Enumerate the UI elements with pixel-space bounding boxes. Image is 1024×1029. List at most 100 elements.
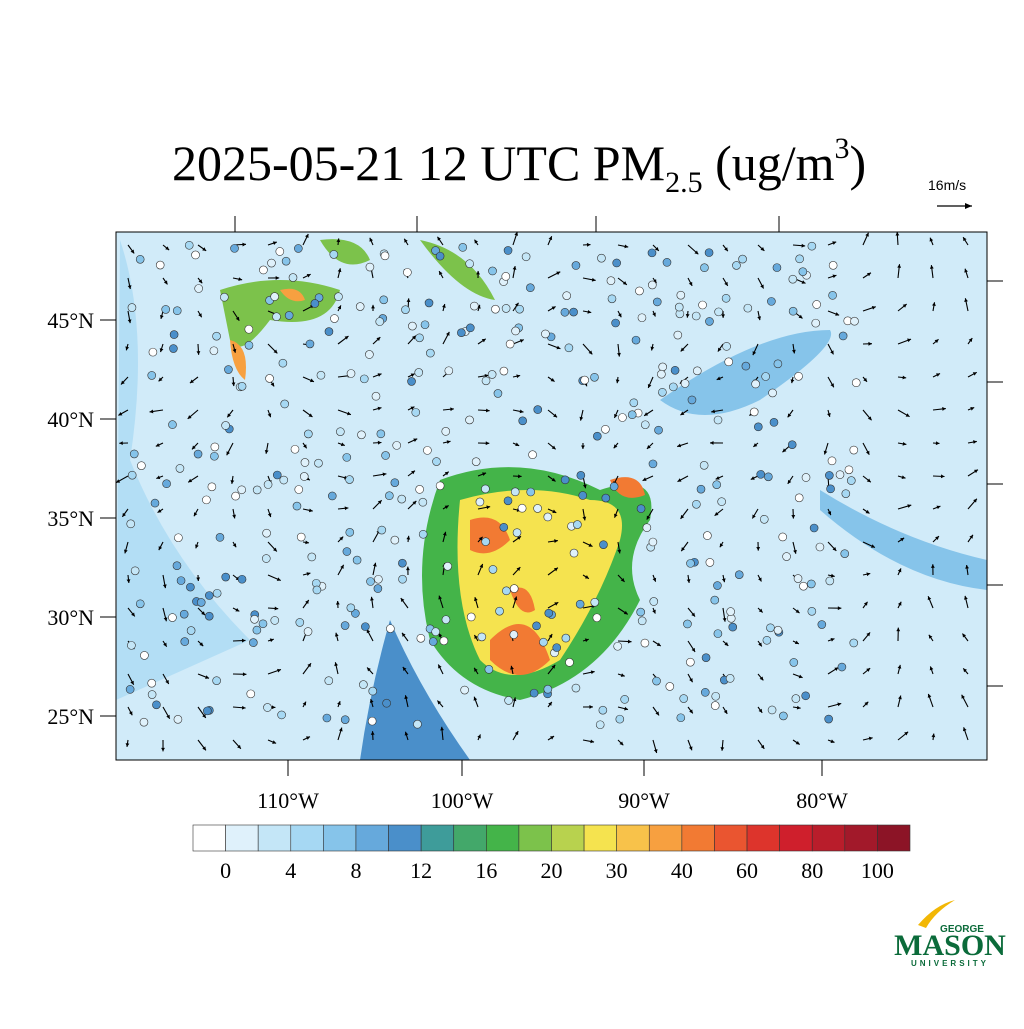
station (712, 692, 720, 700)
station (727, 608, 735, 616)
station (510, 631, 518, 639)
station (391, 479, 399, 487)
station (436, 482, 444, 490)
station (565, 658, 573, 666)
station (330, 315, 338, 323)
station (839, 332, 847, 340)
title-unit: (ug/m (703, 135, 835, 191)
station (341, 622, 349, 630)
colorbar-box (323, 825, 356, 851)
station (638, 617, 646, 625)
station (770, 418, 778, 426)
colorbar-label: 12 (410, 858, 432, 883)
colorbar-box (258, 825, 291, 851)
station (534, 406, 542, 414)
station (641, 639, 649, 647)
station (131, 567, 139, 575)
station (513, 529, 521, 537)
station (526, 284, 534, 292)
station (590, 373, 598, 381)
station (579, 491, 587, 499)
colorbar-box (356, 825, 389, 851)
station (174, 534, 182, 542)
station (213, 332, 221, 340)
colorbar-box (845, 825, 878, 851)
station (282, 257, 290, 265)
station (419, 530, 427, 538)
colorbar-box (714, 825, 747, 851)
vector-scale-label: 16m/s (928, 177, 966, 193)
station (432, 628, 440, 636)
station (489, 565, 497, 573)
station (506, 340, 514, 348)
station (403, 268, 411, 276)
station (304, 628, 312, 636)
station (128, 304, 136, 312)
station (799, 268, 807, 276)
station (416, 485, 424, 493)
station (641, 421, 649, 429)
station (608, 295, 616, 303)
station (259, 266, 267, 274)
station (140, 718, 148, 726)
station (203, 707, 211, 715)
station (852, 379, 860, 387)
station (208, 483, 216, 491)
station (173, 307, 181, 315)
station (813, 300, 821, 308)
lat-label: 45°N (47, 308, 94, 333)
station (180, 610, 188, 618)
station (296, 618, 304, 626)
station (377, 430, 385, 438)
station (253, 626, 261, 634)
station (259, 620, 267, 628)
station (478, 633, 486, 641)
station (380, 296, 388, 304)
station (500, 523, 508, 531)
station (421, 321, 429, 329)
station (136, 600, 144, 608)
station (706, 558, 714, 566)
station (323, 714, 331, 722)
colorbar-box (617, 825, 650, 851)
station (374, 585, 382, 593)
station (205, 591, 213, 599)
station (795, 494, 803, 502)
colorbar-box (291, 825, 324, 851)
station (187, 627, 195, 635)
station (677, 714, 685, 722)
colorbar-box (812, 825, 845, 851)
station (271, 293, 279, 301)
station (701, 688, 709, 696)
station (423, 446, 431, 454)
station (381, 252, 389, 260)
station (176, 464, 184, 472)
station (533, 622, 541, 630)
station (762, 373, 770, 381)
station (659, 363, 667, 371)
station (599, 706, 607, 714)
station (527, 488, 535, 496)
station (726, 674, 734, 682)
station (767, 297, 775, 305)
station (671, 366, 679, 374)
station (700, 461, 708, 469)
station (825, 715, 833, 723)
station (518, 504, 526, 512)
colorbar-label: 0 (220, 858, 231, 883)
station (591, 598, 599, 606)
station (725, 358, 733, 366)
lon-label: 100°W (431, 788, 494, 813)
station (729, 623, 737, 631)
station (790, 658, 798, 666)
station (519, 417, 527, 425)
logo-line3: UNIVERSITY (911, 959, 989, 968)
station (754, 423, 762, 431)
station (169, 345, 177, 353)
station (808, 242, 816, 250)
station (593, 614, 601, 622)
station (692, 312, 700, 320)
title-main: 2025-05-21 12 UTC PM (172, 135, 665, 191)
station (293, 502, 301, 510)
station (649, 538, 657, 546)
